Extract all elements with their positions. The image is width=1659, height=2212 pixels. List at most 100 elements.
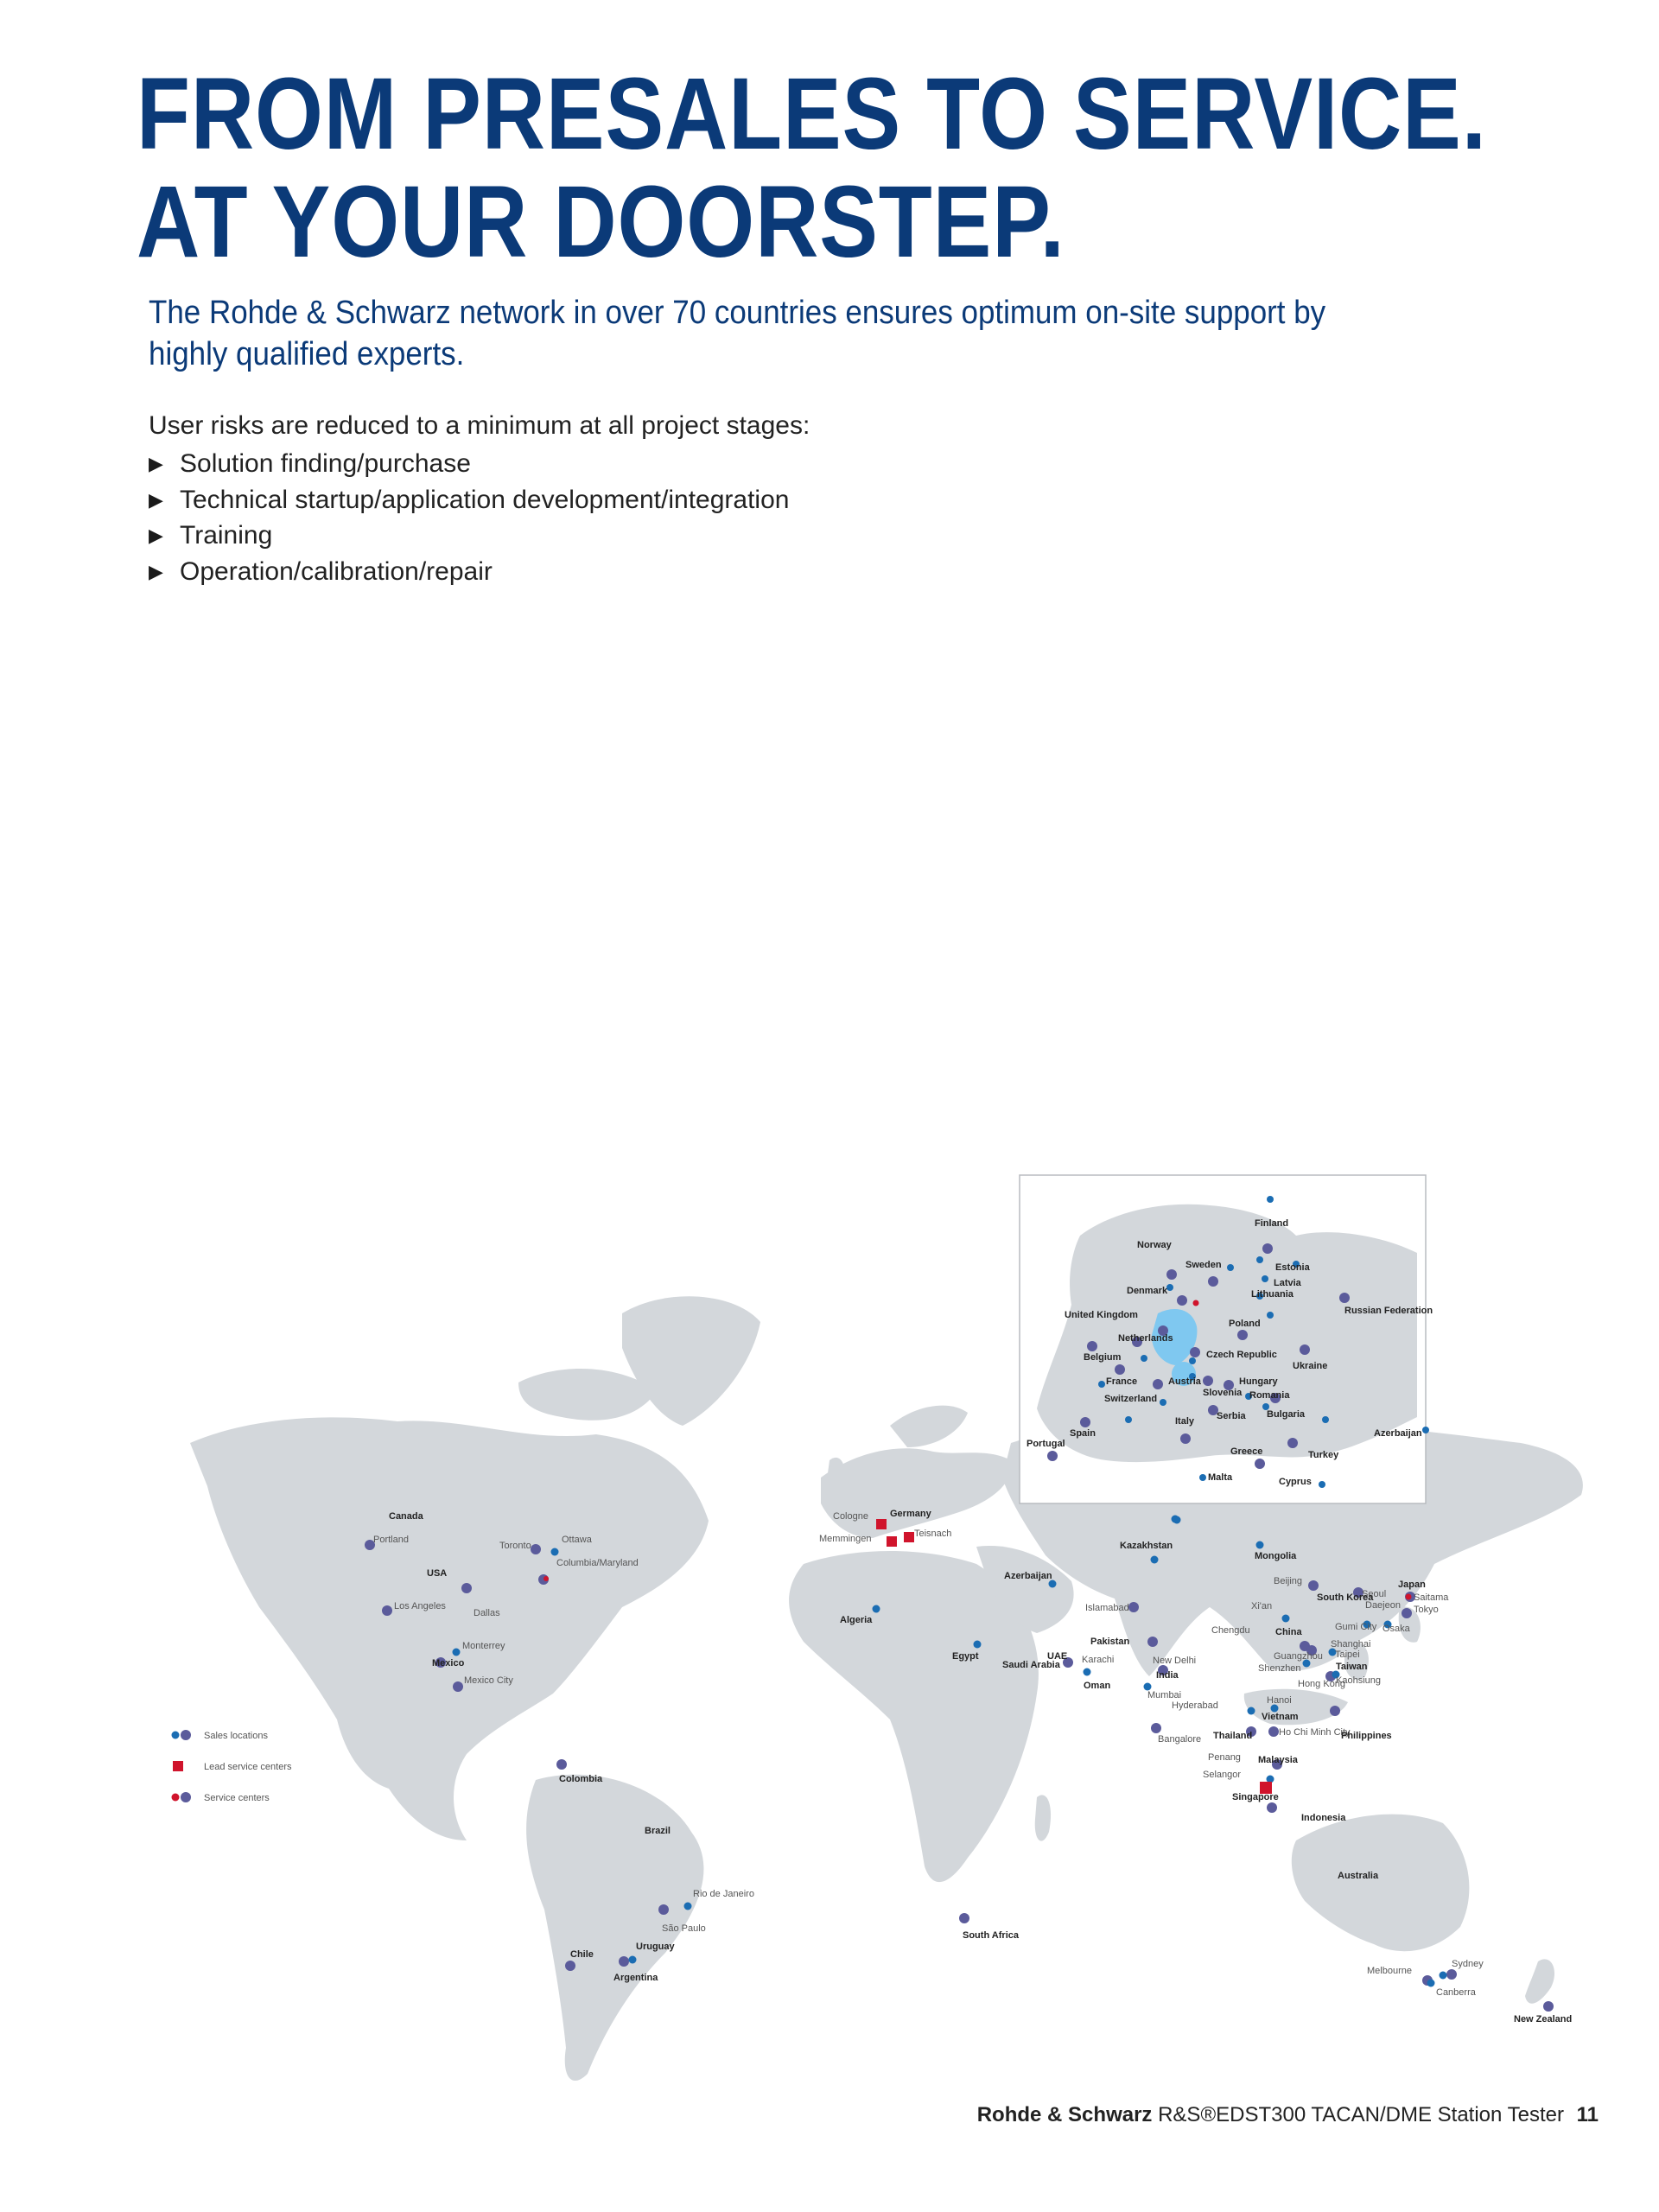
sales-location-marker-icon [181, 1730, 191, 1740]
map-label: Hong Kong [1298, 1679, 1345, 1689]
map-label: Beijing [1274, 1576, 1302, 1586]
map-label: Latvia [1274, 1278, 1302, 1288]
map-label: Azerbaijan [1004, 1571, 1052, 1581]
list-item: ▶ Operation/calibration/repair [149, 554, 789, 590]
sales-location-marker-icon [171, 1731, 180, 1739]
map-label: Germany [890, 1509, 932, 1519]
map-label: Los Angeles [394, 1601, 446, 1611]
map-label: Guangzhou [1274, 1651, 1323, 1662]
map-label: Australia [1338, 1871, 1379, 1881]
list-item: ▶ Solution finding/purchase [149, 446, 789, 482]
map-label: Gumi City [1335, 1622, 1377, 1632]
map-label: Karachi [1082, 1655, 1114, 1665]
map-label: Colombia [559, 1774, 603, 1784]
map-label: Netherlands [1118, 1333, 1173, 1344]
map-label: Osaka [1382, 1624, 1411, 1634]
map-label: São Paulo [662, 1923, 706, 1934]
map-label: Columbia/Maryland [556, 1558, 639, 1568]
map-label: Cyprus [1279, 1477, 1312, 1487]
intro-text: User risks are reduced to a minimum at a… [149, 411, 810, 440]
lead-service-center-marker-icon [173, 1761, 183, 1771]
map-label: Brazil [645, 1826, 671, 1836]
headline-line-1: FROM PRESALES TO SERVICE. [137, 57, 1487, 171]
stage-list: ▶ Solution finding/purchase ▶ Technical st… [149, 446, 789, 589]
map-label: Bangalore [1158, 1734, 1201, 1745]
map-label: Xi'an [1251, 1601, 1272, 1611]
map-label: Ukraine [1293, 1361, 1327, 1371]
map-label: Estonia [1275, 1262, 1311, 1273]
legend-lead-service-label: Lead service centers [204, 1762, 292, 1772]
map-label: Mongolia [1255, 1551, 1297, 1561]
page-headline: FROM PRESALES TO SERVICE. AT YOUR DOORST… [137, 60, 1487, 276]
map-label: Seoul [1362, 1589, 1386, 1599]
lead-paragraph: The Rohde & Schwarz network in over 70 c… [149, 295, 1326, 372]
map-label: Uruguay [636, 1942, 676, 1952]
bullet-triangle-icon: ▶ [149, 524, 163, 546]
map-label: Monterrey [462, 1641, 505, 1651]
map-label: Switzerland [1104, 1394, 1157, 1404]
map-label: Shanghai [1331, 1639, 1371, 1649]
map-label: Saudi Arabia [1002, 1660, 1061, 1670]
map-label: Taiwan [1336, 1662, 1368, 1672]
map-label: Russian Federation [1344, 1306, 1433, 1316]
map-label: China [1275, 1627, 1302, 1637]
map-label: Bulgaria [1267, 1409, 1306, 1420]
map-label: Toronto [499, 1541, 531, 1551]
map-label: Mumbai [1147, 1690, 1181, 1700]
map-label: Teisnach [914, 1529, 951, 1539]
map-label: Memmingen [819, 1534, 872, 1544]
map-label: Mexico City [464, 1675, 513, 1686]
map-label: Cologne [833, 1511, 868, 1522]
map-label: Vietnam [1262, 1712, 1299, 1722]
map-label: Finland [1255, 1218, 1288, 1229]
list-item: ▶ Technical startup/application developme… [149, 482, 789, 518]
map-label: Singapore [1232, 1792, 1279, 1802]
map-label: Hyderabad [1172, 1700, 1218, 1711]
map-label: India [1156, 1670, 1179, 1681]
map-label: Denmark [1127, 1286, 1168, 1296]
map-label: Penang [1208, 1752, 1241, 1763]
world-landmass [190, 1296, 1583, 2082]
map-label: New Zealand [1514, 2014, 1572, 2024]
map-label: Italy [1175, 1416, 1195, 1427]
service-center-marker-icon [171, 1793, 180, 1802]
bullet-triangle-icon: ▶ [149, 453, 163, 474]
map-label: South Africa [963, 1930, 1020, 1941]
map-label: Rio de Janeiro [693, 1889, 754, 1899]
map-label: Japan [1398, 1580, 1426, 1590]
map-label: Philippines [1341, 1731, 1392, 1741]
map-label: Saitama [1414, 1592, 1449, 1603]
footer-product: R&S®EDST300 TACAN/DME Station Tester [1158, 2103, 1564, 2126]
map-label: Azerbaijan [1374, 1428, 1422, 1439]
map-label: Daejeon [1365, 1600, 1401, 1611]
map-label: Dallas [474, 1608, 500, 1618]
headline-line-2: AT YOUR DOORSTEP. [137, 165, 1065, 279]
footer-brand: Rohde & Schwarz [976, 2103, 1153, 2126]
map-label: UAE [1047, 1651, 1067, 1662]
map-label: Czech Republic [1206, 1350, 1277, 1360]
map-label: Portugal [1027, 1439, 1065, 1449]
map-label: Turkey [1308, 1450, 1339, 1460]
europe-inset [1019, 1174, 1427, 1504]
map-label: Hanoi [1267, 1695, 1292, 1706]
legend-service-label: Service centers [204, 1793, 270, 1803]
bullet-triangle-icon: ▶ [149, 488, 163, 511]
map-label: Islamabad [1085, 1603, 1129, 1613]
map-label: USA [427, 1568, 447, 1579]
map-label: Belgium [1084, 1352, 1122, 1363]
map-label: Algeria [840, 1615, 873, 1625]
map-label: Oman [1084, 1681, 1110, 1691]
map-legend: Sales locations Lead service centers Ser… [171, 1730, 292, 1803]
page-footer: Rohde & Schwarz R&S®EDST300 TACAN/DME St… [977, 2103, 1599, 2127]
map-label: Lithuania [1251, 1289, 1294, 1300]
map-label: Chengdu [1211, 1625, 1250, 1636]
map-label: Ho Chi Minh City [1279, 1727, 1351, 1738]
map-label: Indonesia [1301, 1813, 1346, 1823]
europe-inset-labels: Finland Norway Sweden Estonia Denmark La… [1027, 1218, 1433, 1487]
map-label: Serbia [1217, 1411, 1247, 1421]
map-label: Poland [1229, 1319, 1261, 1329]
map-label: Malaysia [1258, 1755, 1299, 1765]
map-label: Shenzhen [1258, 1663, 1301, 1674]
map-label: Egypt [952, 1651, 979, 1662]
map-label: Norway [1137, 1240, 1173, 1250]
